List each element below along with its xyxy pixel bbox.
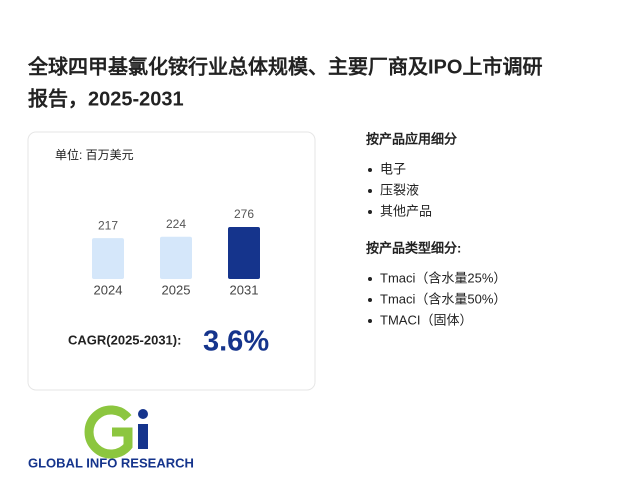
value-label: 224 (166, 217, 186, 231)
bullet (368, 277, 372, 281)
bullet (368, 298, 372, 302)
segment-heading: 按产品类型细分: (366, 240, 461, 255)
title-line: 报告，2025-2031 (28, 86, 184, 110)
x-tick-label: 2024 (94, 282, 123, 297)
logo-text: GLOBAL INFO RESEARCH (28, 455, 194, 470)
bullet (368, 210, 372, 214)
segment-item: Tmaci（含水量25%） (380, 270, 506, 285)
segment-item: 其他产品 (380, 203, 432, 218)
unit-label: 单位: 百万美元 (55, 147, 134, 162)
logo-g (84, 405, 133, 459)
logo-i (138, 424, 148, 449)
segment-item: Tmaci（含水量50%） (380, 291, 506, 306)
segment-heading: 按产品应用细分 (366, 131, 457, 146)
logo-icon (84, 405, 148, 459)
segment-item: TMACI（固体） (380, 312, 472, 327)
cagr-label: CAGR(2025-2031): (68, 332, 181, 347)
x-tick-label: 2031 (230, 282, 259, 297)
bar (228, 227, 260, 279)
logo-dot (138, 409, 148, 419)
bullet (368, 319, 372, 323)
bullet (368, 189, 372, 193)
cagr-value: 3.6% (203, 326, 269, 358)
x-tick-label: 2025 (162, 282, 191, 297)
bar (160, 236, 192, 279)
value-label: 217 (98, 218, 118, 232)
value-label: 276 (234, 207, 254, 221)
bullet (368, 168, 372, 172)
segment-item: 电子 (380, 161, 406, 176)
bar (92, 238, 124, 279)
title-line: 全球四甲基氯化铵行业总体规模、主要厂商及IPO上市调研 (27, 54, 542, 78)
segment-item: 压裂液 (380, 182, 419, 197)
